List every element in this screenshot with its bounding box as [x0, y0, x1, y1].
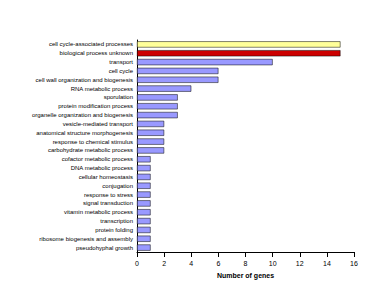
- svg-text:cellular homeostasis: cellular homeostasis: [79, 174, 133, 180]
- svg-text:4: 4: [189, 260, 193, 267]
- svg-text:10: 10: [269, 260, 277, 267]
- svg-text:pseudohyphal growth: pseudohyphal growth: [76, 245, 133, 251]
- svg-text:vitamin metabolic process: vitamin metabolic process: [64, 209, 133, 215]
- svg-text:DNA metabolic process: DNA metabolic process: [71, 165, 133, 171]
- svg-text:sporulation: sporulation: [104, 94, 133, 100]
- svg-text:cofactor metabolic process: cofactor metabolic process: [62, 156, 133, 162]
- svg-text:12: 12: [296, 260, 304, 267]
- svg-text:2: 2: [162, 260, 166, 267]
- svg-text:transcription: transcription: [100, 218, 133, 224]
- svg-text:0: 0: [135, 260, 139, 267]
- svg-text:cell wall organization and bio: cell wall organization and biogenesis: [36, 77, 133, 83]
- svg-text:ribosome biogenesis and assemb: ribosome biogenesis and assembly: [39, 236, 133, 242]
- svg-text:biological process unknown: biological process unknown: [60, 50, 133, 56]
- svg-text:protein folding: protein folding: [95, 227, 133, 233]
- svg-text:response to chemical stimulus: response to chemical stimulus: [53, 139, 133, 145]
- svg-text:signal transduction: signal transduction: [83, 200, 133, 206]
- svg-text:vesicle-mediated transport: vesicle-mediated transport: [63, 121, 134, 127]
- svg-text:anatomical structure morphogen: anatomical structure morphogenesis: [36, 130, 133, 136]
- svg-text:conjugation: conjugation: [102, 183, 133, 189]
- svg-text:Number of genes: Number of genes: [217, 272, 274, 280]
- svg-text:cell cycle: cell cycle: [109, 68, 134, 74]
- svg-text:16: 16: [350, 260, 358, 267]
- svg-text:response to stress: response to stress: [84, 192, 133, 198]
- svg-text:8: 8: [244, 260, 248, 267]
- svg-text:RNA metabolic process: RNA metabolic process: [71, 86, 133, 92]
- svg-text:transport: transport: [109, 59, 133, 65]
- svg-text:14: 14: [323, 260, 331, 267]
- svg-text:protein modification process: protein modification process: [58, 103, 133, 109]
- svg-text:6: 6: [216, 260, 220, 267]
- svg-text:carbohydrate metabolic process: carbohydrate metabolic process: [48, 147, 133, 153]
- svg-text:organelle organization and bio: organelle organization and biogenesis: [32, 112, 133, 118]
- svg-text:cell cycle-associated processe: cell cycle-associated processes: [49, 41, 133, 47]
